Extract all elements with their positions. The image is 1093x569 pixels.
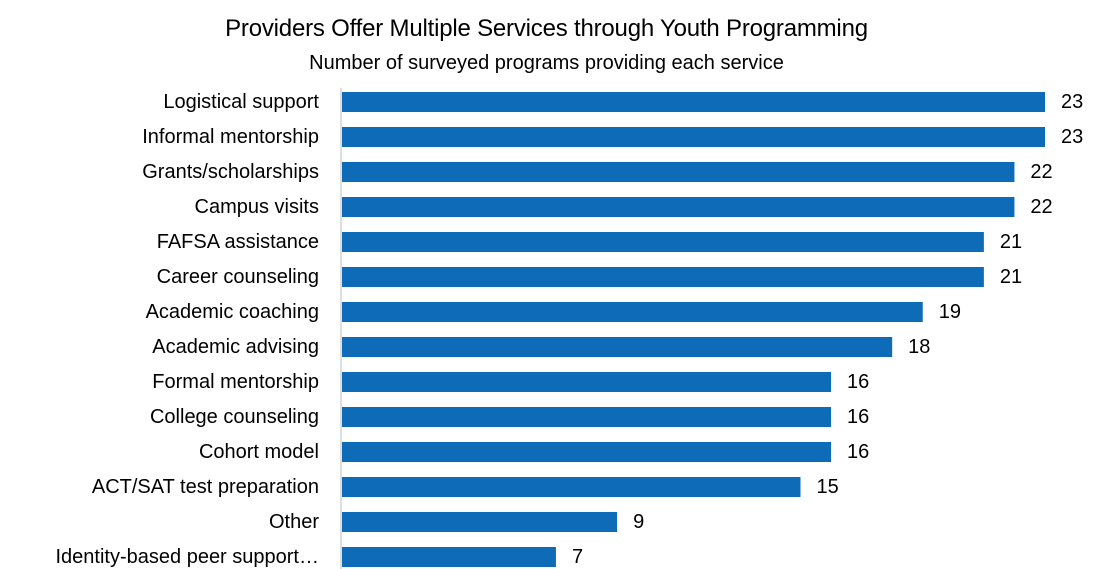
value-label: 22	[1030, 196, 1052, 218]
bar	[342, 162, 1015, 182]
category-label: Logistical support	[163, 91, 319, 113]
value-label: 21	[1000, 231, 1022, 253]
bar	[342, 127, 1045, 147]
bar	[342, 547, 556, 567]
category-label: Identity-based peer support…	[56, 546, 320, 568]
category-label: College counseling	[150, 406, 319, 428]
chart-subtitle: Number of surveyed programs providing ea…	[309, 52, 784, 74]
value-label: 23	[1061, 91, 1083, 113]
category-label: Informal mentorship	[142, 126, 319, 148]
value-label: 16	[847, 441, 869, 463]
bar	[342, 512, 618, 532]
category-labels-group: Logistical support Informal mentorship Gra…	[56, 91, 320, 568]
category-label: Cohort model	[199, 441, 319, 463]
chart-title: Providers Offer Multiple Services throug…	[225, 15, 868, 42]
value-labels-group: 23 23 22 22 21 21 19 18 16 16 16 15 9 7	[572, 91, 1083, 568]
category-label: Academic coaching	[146, 301, 319, 323]
category-label: Other	[269, 511, 319, 533]
bar	[342, 442, 832, 462]
value-label: 16	[847, 371, 869, 393]
bar	[342, 92, 1045, 112]
bar	[342, 477, 801, 497]
value-label: 16	[847, 406, 869, 428]
bar	[342, 232, 984, 252]
category-label: FAFSA assistance	[157, 231, 319, 253]
value-label: 18	[908, 336, 930, 358]
category-label: Academic advising	[152, 336, 319, 358]
bar	[342, 337, 893, 357]
category-label: Campus visits	[195, 196, 319, 218]
value-label: 7	[572, 546, 583, 568]
bar	[342, 302, 923, 322]
value-label: 19	[939, 301, 961, 323]
bar	[342, 407, 832, 427]
value-label: 21	[1000, 266, 1022, 288]
category-label: Grants/scholarships	[142, 161, 319, 183]
bars-group	[342, 92, 1045, 567]
bar	[342, 197, 1015, 217]
value-label: 9	[633, 511, 644, 533]
bar	[342, 372, 832, 392]
value-label: 15	[816, 476, 838, 498]
category-label: Career counseling	[157, 266, 319, 288]
value-label: 23	[1061, 126, 1083, 148]
bar	[342, 267, 984, 287]
category-label: ACT/SAT test preparation	[92, 476, 319, 498]
value-label: 22	[1030, 161, 1052, 183]
category-label: Formal mentorship	[152, 371, 319, 393]
